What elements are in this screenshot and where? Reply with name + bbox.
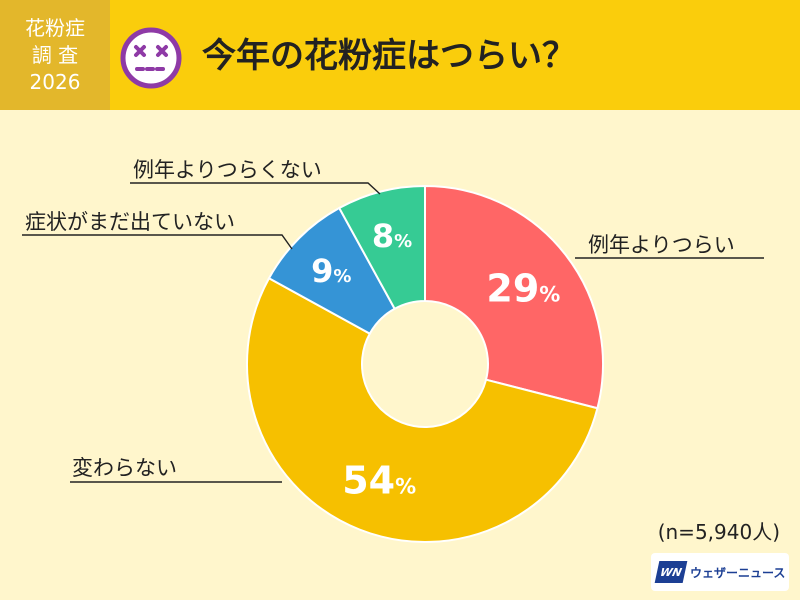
sample-size: (n=5,940人) bbox=[657, 520, 780, 544]
badge-line-2: 調 査 bbox=[31, 42, 79, 67]
value-label-worse: 29% bbox=[486, 266, 560, 310]
page-title: 今年の花粉症はつらい？ bbox=[202, 36, 576, 76]
dizzy-face-icon bbox=[120, 27, 182, 89]
leader-line-no-symptoms bbox=[22, 234, 293, 250]
category-label-worse: 例年よりつらい bbox=[588, 233, 735, 257]
slice-worse bbox=[424, 184, 604, 410]
value-label-milder: 8% bbox=[372, 217, 412, 255]
donut-chart: 29% 54% 9% 8% bbox=[22, 182, 764, 543]
category-label-same: 変わらない bbox=[72, 456, 177, 480]
weathernews-logo: WN ウェザーニュース bbox=[651, 553, 789, 591]
slice-milder bbox=[337, 184, 426, 311]
badge-line-3: 2026 bbox=[29, 69, 81, 94]
value-label-same: 54% bbox=[342, 458, 416, 502]
category-label-milder: 例年よりつらくない bbox=[133, 158, 322, 182]
category-label-no-symptoms: 症状がまだ出ていない bbox=[25, 210, 235, 234]
logo-text: ウェザーニュース bbox=[690, 565, 786, 580]
slice-same bbox=[246, 276, 599, 543]
badge-line-1: 花粉症 bbox=[25, 15, 85, 40]
survey-badge: 花粉症 調 査 2026 bbox=[0, 0, 110, 110]
header-bar: 花粉症 調 査 2026 今年の花粉症はつらい？ bbox=[0, 0, 800, 110]
leader-line-milder bbox=[130, 182, 381, 195]
logo-mark: WN bbox=[654, 561, 688, 583]
value-label-no-symptoms: 9% bbox=[311, 252, 351, 290]
